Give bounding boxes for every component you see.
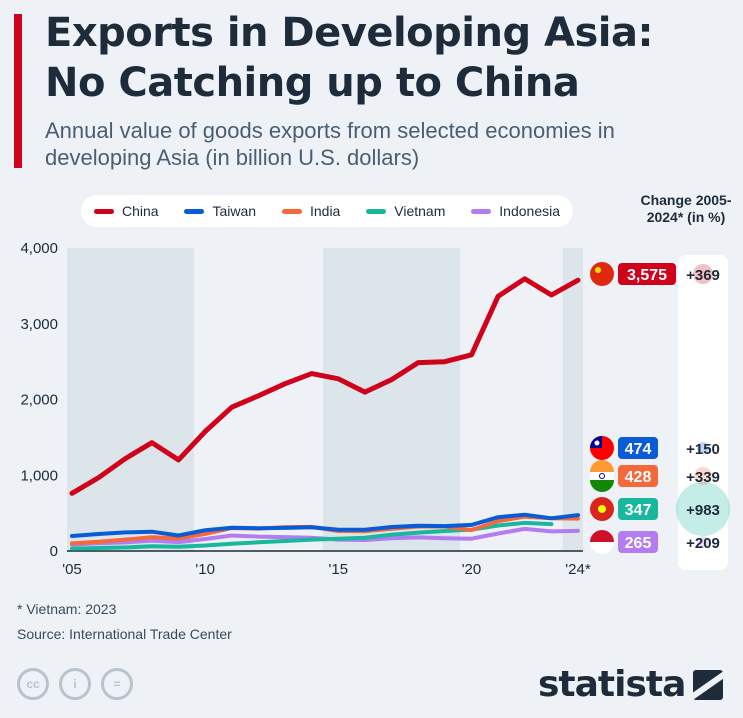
end-value-badge (618, 531, 658, 553)
legend-swatch (281, 208, 302, 214)
x-tick-label: '10 (195, 561, 215, 578)
x-tick-label: '05 (62, 561, 82, 578)
x-tick-label: '24* (565, 561, 591, 578)
series-line-china (69, 276, 581, 496)
chart-title: Exports in Developing Asia: No Catching … (45, 10, 654, 106)
legend-item: Taiwan (184, 203, 256, 219)
end-value-badge (618, 437, 658, 459)
change-bubble (697, 536, 709, 548)
legend-swatch (471, 208, 492, 214)
legend-label: China (121, 203, 159, 219)
flag-green (590, 480, 614, 492)
flag-saffron (590, 460, 614, 472)
change-bubble (697, 442, 709, 454)
end-value-label: 265 (625, 535, 652, 552)
legend-swatch (184, 208, 205, 214)
shaded-band (562, 248, 583, 551)
legend-label: Vietnam (394, 203, 446, 219)
creative-commons-icon[interactable]: cc (17, 668, 49, 700)
flag-chakra (599, 473, 605, 479)
y-tick-label: 3,000 (20, 316, 58, 333)
change-value: +209 (686, 535, 720, 552)
legend-item: China (93, 203, 159, 219)
y-tick-label: 0 (50, 543, 58, 560)
y-tick-label: 2,000 (20, 392, 58, 409)
legend-swatch (93, 208, 114, 214)
y-tick-label: 4,000 (20, 240, 58, 257)
x-tick-label: '20 (462, 561, 482, 578)
flag-sun (594, 440, 600, 446)
flag-star (595, 267, 601, 273)
legend: China Taiwan India Vietnam Indonesia (81, 195, 573, 227)
x-tick-label: '15 (329, 561, 349, 578)
shaded-band (67, 248, 194, 551)
change-value: +339 (686, 469, 720, 486)
logo-text: statista (538, 664, 686, 705)
legend-item: Indonesia (471, 203, 560, 219)
end-value-badge (618, 465, 658, 487)
end-value-badge (618, 498, 658, 520)
change-bubble (693, 264, 713, 284)
logo-mark-icon (693, 669, 724, 700)
legend-swatch (366, 208, 387, 214)
change-value: +369 (686, 267, 720, 284)
series-line-taiwan (70, 512, 580, 538)
y-tick-label: 1,000 (20, 467, 58, 484)
statista-logo[interactable]: statista (538, 664, 724, 705)
change-value: +983 (686, 502, 720, 519)
change-value: +150 (686, 441, 720, 458)
flag-red (590, 530, 614, 542)
legend-item: Vietnam (366, 203, 445, 219)
end-value-label: 347 (625, 502, 652, 519)
chart-subtitle: Annual value of goods exports from selec… (45, 118, 615, 170)
end-value-label: 474 (625, 441, 652, 458)
change-bubble (676, 482, 730, 536)
change-header: Change 2005-2024* (in %) (640, 192, 732, 225)
china-flag-icon (590, 262, 614, 286)
shaded-band (323, 248, 461, 551)
accent-bar (14, 14, 22, 168)
end-value-label: 3,575 (627, 267, 667, 284)
legend-label: Taiwan (212, 203, 257, 219)
no-derivatives-icon[interactable]: = (101, 668, 133, 700)
end-value-label: 428 (625, 469, 652, 486)
change-panel (678, 255, 728, 570)
attribution-icon[interactable]: i (59, 668, 91, 700)
legend-label: Indonesia (499, 203, 561, 219)
end-value-badge (618, 263, 676, 285)
legend-label: India (309, 203, 341, 219)
change-bubble (694, 467, 712, 485)
footnote: * Vietnam: 2023 (17, 601, 117, 617)
source-note: Source: International Trade Center (17, 626, 232, 642)
legend-item: India (281, 203, 341, 219)
license-icons: cc i = (17, 668, 133, 700)
flag-star (598, 505, 606, 513)
